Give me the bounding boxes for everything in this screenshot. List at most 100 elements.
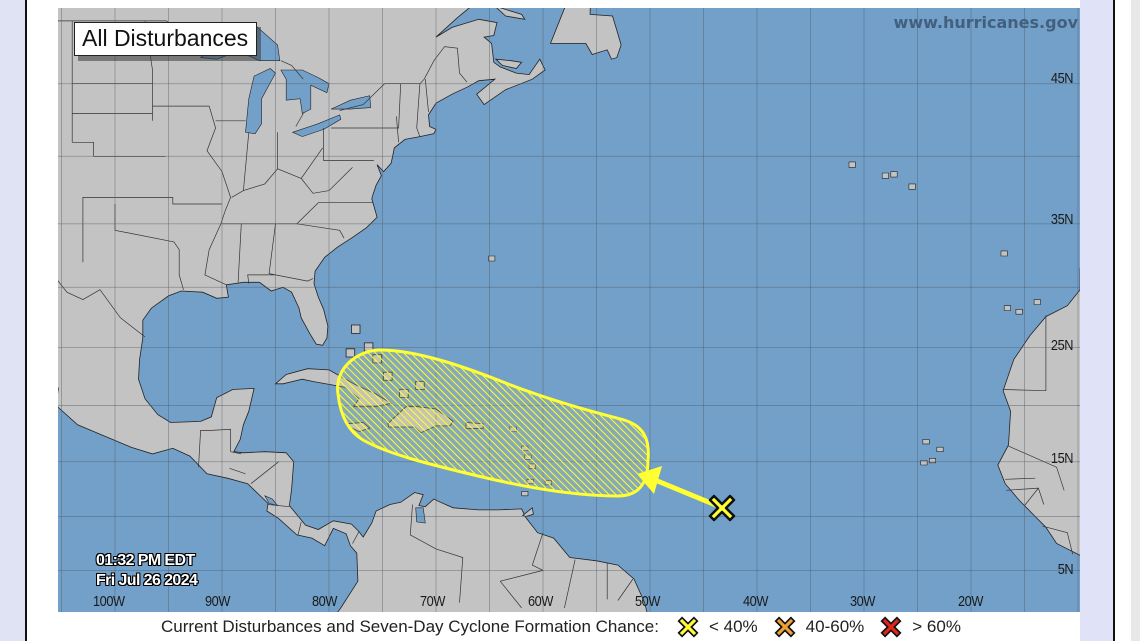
political-border bbox=[352, 531, 360, 544]
frame-border-left bbox=[25, 0, 27, 641]
political-border bbox=[1008, 445, 1065, 491]
political-border bbox=[499, 580, 522, 609]
political-border bbox=[237, 223, 242, 283]
small-island bbox=[1003, 305, 1011, 311]
legend-caption: Current Disturbances and Seven-Day Cyclo… bbox=[161, 616, 659, 636]
borders-layer bbox=[58, 20, 1074, 609]
anticosti bbox=[496, 8, 526, 20]
page-left-margin bbox=[0, 0, 25, 641]
lon-label: 80W bbox=[312, 593, 337, 610]
legend-item-low: < 40% bbox=[677, 615, 758, 638]
lake-ontario bbox=[330, 95, 372, 110]
lake-erie bbox=[291, 114, 342, 137]
bahamas-island bbox=[351, 324, 361, 334]
political-border bbox=[1042, 525, 1074, 555]
legend-label: > 60% bbox=[912, 616, 961, 636]
motion-arrow-head bbox=[637, 466, 662, 494]
small-island bbox=[881, 172, 889, 179]
lat-label: 15N bbox=[1050, 450, 1074, 467]
small-island bbox=[920, 460, 928, 466]
small-island bbox=[521, 491, 529, 497]
lon-label: 60W bbox=[528, 593, 553, 610]
disturbance-layer bbox=[336, 348, 736, 522]
political-border bbox=[280, 60, 304, 80]
red-x-icon bbox=[880, 615, 902, 638]
political-border bbox=[58, 280, 146, 338]
small-island bbox=[1033, 299, 1041, 305]
lon-label: 90W bbox=[205, 593, 230, 610]
small-island bbox=[488, 255, 496, 262]
prince-edward-island bbox=[494, 58, 523, 69]
lake-maracaibo bbox=[415, 507, 426, 524]
website-watermark: www.hurricanes.gov bbox=[893, 13, 1078, 32]
political-border bbox=[198, 428, 231, 468]
formation-area-hatched[interactable] bbox=[336, 348, 650, 498]
political-border bbox=[250, 461, 279, 484]
lon-label: 50W bbox=[635, 593, 660, 610]
legend-label: < 40% bbox=[708, 616, 758, 636]
small-island bbox=[928, 457, 937, 464]
motion-arrow-shaft bbox=[654, 477, 719, 509]
lon-label: 30W bbox=[850, 593, 875, 610]
timestamp-time: 01:32 PM EDT bbox=[96, 552, 195, 569]
small-island bbox=[1015, 308, 1023, 315]
map-title: All Disturbances bbox=[74, 22, 258, 56]
lat-lon-grid bbox=[58, 8, 1080, 612]
lat-label: 5N bbox=[1057, 561, 1074, 578]
political-border bbox=[416, 83, 421, 137]
page-right-margin bbox=[1080, 0, 1113, 641]
north-and-south-america bbox=[58, 8, 648, 612]
legend-item-medium: 40-60% bbox=[774, 615, 865, 638]
political-border bbox=[114, 204, 184, 290]
lat-label: 25N bbox=[1050, 337, 1074, 354]
bahamas-island bbox=[345, 348, 356, 358]
political-border bbox=[204, 106, 231, 286]
political-border bbox=[331, 83, 402, 129]
political-border bbox=[323, 128, 374, 161]
lon-label: 40W bbox=[743, 593, 768, 610]
map-canvas bbox=[58, 8, 1080, 612]
outlook-map: All Disturbances www.hurricanes.gov 45N … bbox=[58, 8, 1080, 612]
political-border bbox=[409, 504, 464, 603]
disturbance-x-icon[interactable] bbox=[708, 494, 736, 522]
lon-label: 20W bbox=[958, 593, 983, 610]
political-border bbox=[297, 521, 302, 535]
lat-label: 35N bbox=[1050, 211, 1074, 228]
political-border bbox=[424, 79, 429, 113]
lat-label: 45N bbox=[1050, 70, 1074, 87]
orange-x-icon bbox=[774, 615, 796, 638]
political-border bbox=[1024, 487, 1039, 506]
political-border bbox=[1005, 477, 1036, 480]
small-island bbox=[890, 171, 898, 178]
lon-label: 70W bbox=[420, 593, 445, 610]
scrollbar-track[interactable] bbox=[1131, 0, 1140, 641]
political-border bbox=[296, 223, 345, 239]
political-border bbox=[564, 559, 576, 608]
political-border bbox=[243, 132, 250, 191]
small-island bbox=[1000, 250, 1008, 257]
timestamp-date: Fri Jul 26 2024 bbox=[96, 572, 198, 589]
political-border bbox=[267, 504, 290, 508]
political-border bbox=[229, 467, 246, 475]
political-border bbox=[231, 147, 323, 198]
trinidad bbox=[521, 507, 534, 517]
political-border bbox=[339, 46, 468, 111]
political-border bbox=[500, 532, 545, 582]
legend: Current Disturbances and Seven-Day Cyclo… bbox=[58, 612, 1080, 641]
small-island bbox=[936, 446, 944, 453]
small-island bbox=[908, 183, 916, 190]
yellow-x-icon bbox=[677, 615, 699, 638]
political-border bbox=[230, 451, 242, 455]
lake-michigan bbox=[245, 68, 276, 135]
political-border bbox=[72, 141, 166, 157]
lakes-layer bbox=[199, 23, 426, 524]
lake-huron bbox=[280, 69, 330, 114]
political-border bbox=[1003, 315, 1047, 392]
political-border bbox=[82, 197, 222, 263]
small-island bbox=[848, 161, 856, 168]
small-island bbox=[922, 439, 930, 445]
frame-border-right bbox=[1113, 0, 1115, 641]
political-border bbox=[617, 578, 634, 601]
legend-label: 40-60% bbox=[805, 616, 865, 636]
land-layer bbox=[58, 8, 1080, 612]
